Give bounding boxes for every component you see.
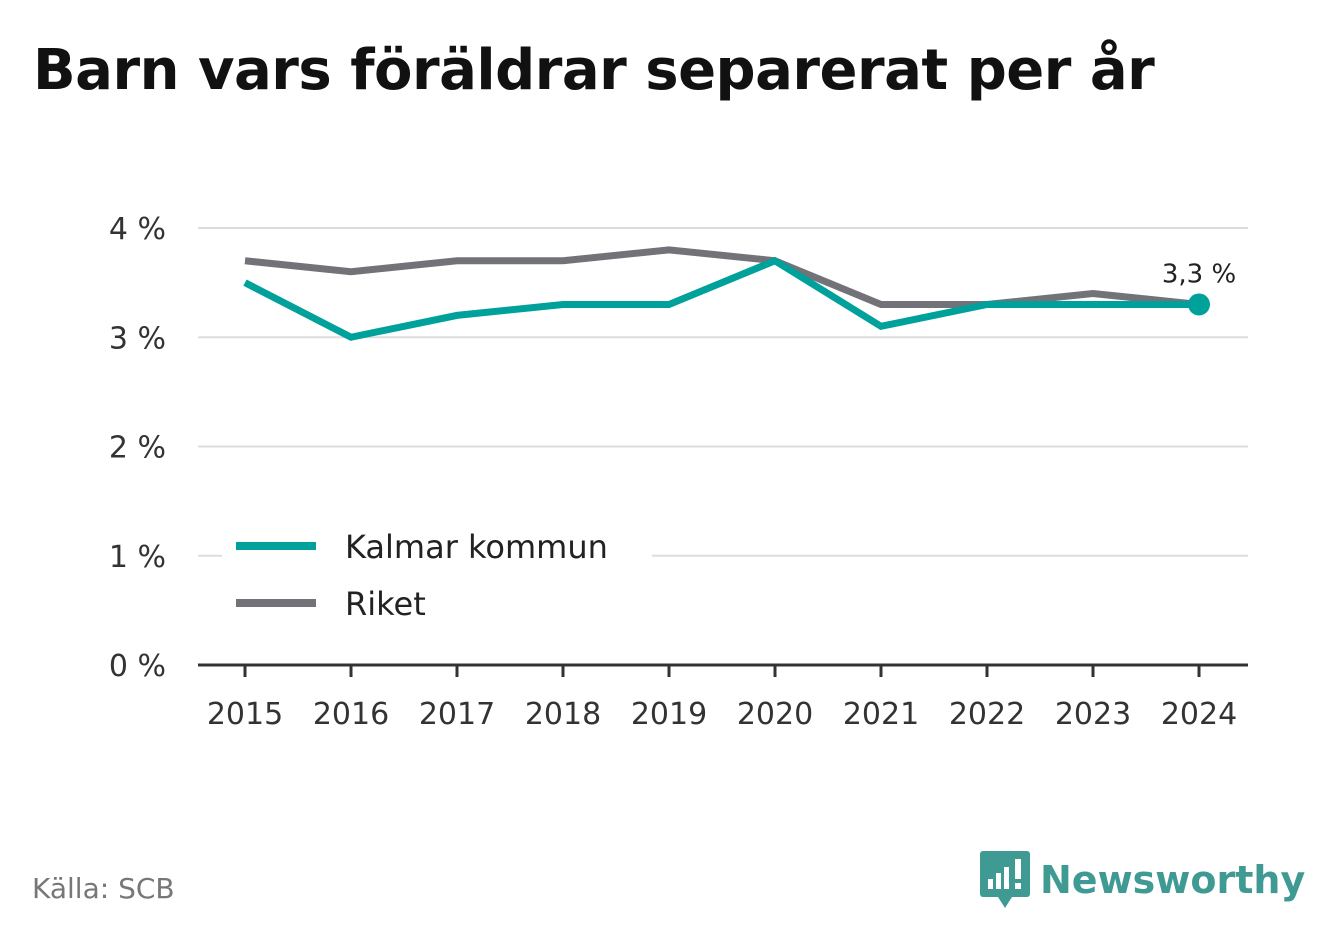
x-tick-label-2021: 2021	[843, 697, 919, 732]
brand-logo: Newsworthy	[980, 850, 1305, 910]
x-tick-label-2016: 2016	[313, 697, 389, 732]
end-point-marker	[1188, 293, 1210, 316]
legend-label-riket: Riket	[345, 585, 426, 623]
x-axis	[198, 663, 1248, 677]
y-tick-label-1: 1 %	[109, 540, 166, 575]
newsworthy-logo-icon	[980, 851, 1030, 908]
series-lines	[243, 246, 1200, 341]
x-tick-label-2018: 2018	[525, 697, 601, 732]
chart-title: Barn vars föräldrar separerat per år	[33, 38, 1155, 103]
x-tick-label-2022: 2022	[949, 697, 1025, 732]
legend: Kalmar kommun Riket	[222, 518, 652, 636]
source-label: Källa: SCB	[32, 872, 175, 905]
x-tick-label-2023: 2023	[1055, 697, 1131, 732]
y-tick-label-4: 4 %	[109, 212, 166, 247]
grid-lines	[198, 227, 1248, 557]
series-line-kalmar-kommun	[243, 256, 1199, 341]
y-tick-label-0: 0 %	[109, 649, 166, 684]
x-tick-label-2019: 2019	[631, 697, 707, 732]
x-tick-label-2015: 2015	[207, 697, 283, 732]
y-tick-label-3: 3 %	[109, 321, 166, 356]
brand-name: Newsworthy	[1040, 858, 1306, 902]
x-tick-label-2020: 2020	[737, 697, 813, 732]
x-axis-labels: 2015 2016 2017 2018 2019 2020 2021 2022 2023 2024	[207, 697, 1237, 732]
legend-label-kalmar-kommun: Kalmar kommun	[345, 528, 608, 566]
end-value-label: 3,3 %	[1162, 259, 1236, 289]
y-tick-label-2: 2 %	[109, 431, 166, 466]
x-tick-label-2017: 2017	[419, 697, 495, 732]
y-axis-labels: 0 % 1 % 2 % 3 % 4 %	[109, 212, 166, 684]
legend-background	[222, 518, 652, 636]
series-line-riket	[244, 246, 1200, 308]
x-tick-label-2024: 2024	[1161, 697, 1237, 732]
